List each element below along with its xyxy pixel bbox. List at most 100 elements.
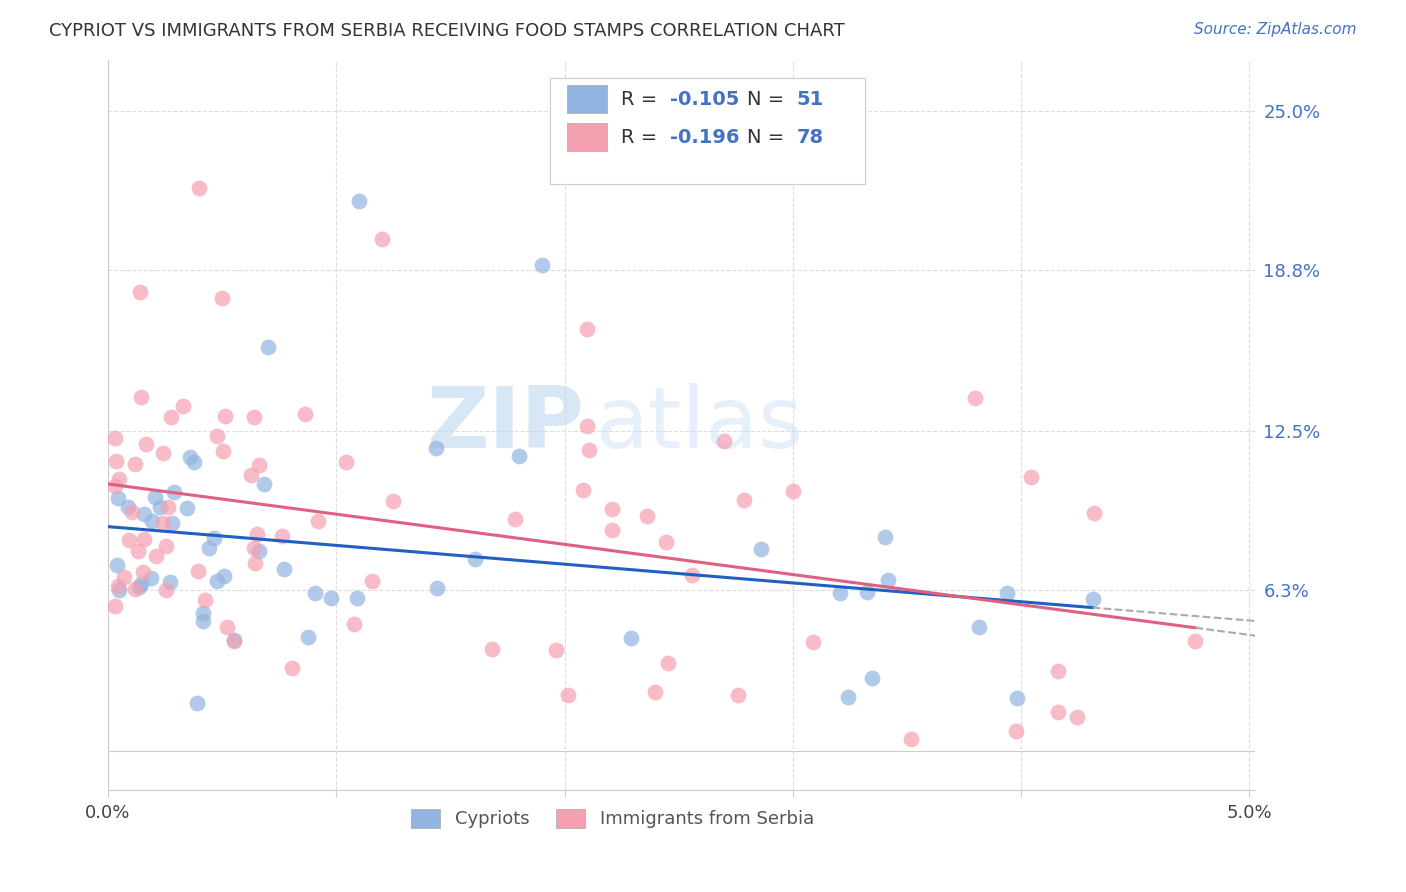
- Point: [222, 633, 245, 648]
- FancyBboxPatch shape: [550, 78, 865, 184]
- Point: [557, 689, 579, 703]
- Point: [104, 454, 127, 468]
- Point: [121, 505, 143, 519]
- Point: [155, 583, 177, 598]
- Point: [117, 500, 139, 514]
- Point: [242, 410, 264, 425]
- Point: [249, 544, 271, 558]
- FancyBboxPatch shape: [567, 85, 607, 113]
- Point: [132, 507, 155, 521]
- Point: [900, 731, 922, 746]
- Point: [270, 529, 292, 543]
- Text: R =: R =: [621, 89, 664, 109]
- Point: [212, 444, 235, 458]
- Point: [186, 696, 208, 710]
- Point: [297, 630, 319, 644]
- Point: [481, 641, 503, 656]
- Point: [505, 512, 527, 526]
- Point: [1005, 691, 1028, 706]
- Point: [253, 477, 276, 491]
- Point: [172, 399, 194, 413]
- Point: [179, 450, 201, 464]
- Point: [256, 340, 278, 354]
- Point: [733, 493, 755, 508]
- Point: [281, 660, 304, 674]
- Point: [600, 502, 623, 516]
- Point: [1019, 469, 1042, 483]
- Point: [108, 582, 131, 597]
- Point: [578, 443, 600, 458]
- Point: [657, 656, 679, 670]
- Point: [1083, 507, 1105, 521]
- Point: [346, 591, 368, 605]
- Point: [1046, 705, 1069, 719]
- Text: -0.105: -0.105: [671, 89, 740, 109]
- Point: [129, 576, 152, 591]
- Point: [156, 500, 179, 515]
- Point: [155, 539, 177, 553]
- Point: [145, 549, 167, 564]
- Point: [202, 531, 225, 545]
- Text: Source: ZipAtlas.com: Source: ZipAtlas.com: [1194, 22, 1357, 37]
- Text: -0.196: -0.196: [671, 128, 740, 146]
- Point: [176, 501, 198, 516]
- Point: [159, 575, 181, 590]
- Point: [124, 457, 146, 471]
- Point: [107, 472, 129, 486]
- Point: [371, 232, 394, 246]
- Point: [655, 534, 678, 549]
- Point: [995, 586, 1018, 600]
- Point: [129, 285, 152, 299]
- Point: [749, 541, 772, 556]
- Point: [107, 491, 129, 505]
- Point: [139, 571, 162, 585]
- Point: [620, 631, 643, 645]
- Point: [152, 446, 174, 460]
- Text: CYPRIOT VS IMMIGRANTS FROM SERBIA RECEIVING FOOD STAMPS CORRELATION CHART: CYPRIOT VS IMMIGRANTS FROM SERBIA RECEIV…: [49, 22, 845, 40]
- Point: [875, 530, 897, 544]
- Point: [1184, 633, 1206, 648]
- Point: [160, 516, 183, 530]
- Point: [135, 437, 157, 451]
- Point: [572, 483, 595, 497]
- Point: [224, 634, 246, 648]
- Point: [335, 455, 357, 469]
- Point: [152, 516, 174, 531]
- Point: [347, 194, 370, 208]
- Point: [215, 619, 238, 633]
- Point: [307, 515, 329, 529]
- Point: [600, 523, 623, 537]
- Point: [191, 606, 214, 620]
- Point: [576, 321, 599, 335]
- Point: [129, 391, 152, 405]
- Text: N =: N =: [747, 128, 790, 146]
- Point: [1081, 592, 1104, 607]
- Point: [425, 441, 447, 455]
- Point: [187, 564, 209, 578]
- Point: [194, 592, 217, 607]
- Point: [104, 431, 127, 445]
- Point: [240, 468, 263, 483]
- Text: N =: N =: [747, 89, 790, 109]
- Point: [128, 580, 150, 594]
- Point: [361, 574, 384, 588]
- Point: [246, 526, 269, 541]
- Point: [149, 500, 172, 515]
- Point: [1005, 724, 1028, 739]
- Point: [837, 690, 859, 704]
- Point: [1066, 710, 1088, 724]
- Legend: Cypriots, Immigrants from Serbia: Cypriots, Immigrants from Serbia: [404, 802, 821, 836]
- Point: [856, 585, 879, 599]
- Point: [160, 409, 183, 424]
- Point: [132, 565, 155, 579]
- Point: [118, 533, 141, 547]
- Point: [304, 585, 326, 599]
- Point: [801, 634, 824, 648]
- Point: [112, 570, 135, 584]
- Point: [965, 391, 987, 405]
- Point: [530, 258, 553, 272]
- Point: [205, 428, 228, 442]
- Point: [243, 541, 266, 556]
- Point: [426, 581, 449, 595]
- Point: [104, 479, 127, 493]
